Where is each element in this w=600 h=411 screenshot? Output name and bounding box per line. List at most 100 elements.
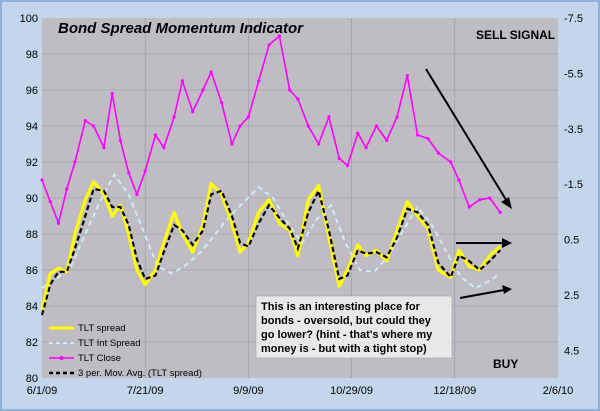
- note-line-2: bonds - oversold, but could they: [261, 315, 432, 327]
- tlt-close-point: [356, 131, 360, 135]
- note-line-3: go lower? (hint - that's where my: [261, 329, 433, 341]
- y-left-tick: 98: [26, 49, 38, 61]
- tlt-close-point: [102, 146, 106, 150]
- tlt-close-point: [436, 151, 440, 155]
- tlt-close-point: [83, 119, 87, 123]
- chart-title: Bond Spread Momentum Indicator: [58, 20, 304, 37]
- legend-tlt-spread: TLT spread: [78, 323, 126, 334]
- series-layer: [40, 34, 502, 316]
- tlt-close-point: [65, 187, 69, 191]
- tlt-close-point: [317, 142, 321, 146]
- note-box: This is an interesting place for bonds -…: [255, 295, 453, 359]
- series-tlt-int-spread: [41, 172, 501, 290]
- x-tick: 2/6/10: [543, 385, 574, 397]
- series-tlt-spread: [40, 180, 502, 310]
- up-arrow: [459, 289, 505, 299]
- y-left-tick: 100: [20, 13, 38, 25]
- legend-tlt-int-spread: TLT Int Spread: [78, 338, 141, 349]
- x-tick: 9/9/09: [233, 385, 264, 397]
- note-line-1: This is an interesting place for: [261, 301, 421, 313]
- tlt-close-point: [257, 79, 261, 83]
- legend-mov-avg: 3 per. Mov. Avg. (TLT spread): [78, 368, 202, 379]
- tlt-close-point: [327, 115, 331, 119]
- series-mov-avg: [40, 187, 501, 316]
- buy-label: BUY: [493, 357, 518, 371]
- y-left-tick: 92: [26, 157, 38, 169]
- tlt-close-point: [364, 146, 368, 150]
- tlt-close-point: [180, 79, 184, 83]
- y-left-tick: 82: [26, 337, 38, 349]
- tlt-close-point: [426, 137, 430, 141]
- tlt-close-point: [457, 178, 461, 182]
- tlt-close-point: [277, 34, 281, 38]
- tlt-close-point: [395, 115, 399, 119]
- flat-arrowhead: [502, 238, 512, 248]
- tlt-close-point: [238, 124, 242, 128]
- x-tick: 12/18/09: [433, 385, 476, 397]
- tlt-close-point: [56, 221, 61, 225]
- tlt-close-point: [267, 43, 271, 47]
- tlt-close-point: [246, 115, 250, 119]
- tlt-close-point: [201, 88, 205, 92]
- note-background: [255, 295, 453, 359]
- y-left-tick: 88: [26, 229, 38, 241]
- legend: TLT spread TLT Int Spread TLT Close 3 pe…: [49, 323, 202, 379]
- tlt-close-point: [374, 124, 378, 128]
- y-left-tick: 90: [26, 193, 38, 205]
- legend-marker-tlt-close: [59, 356, 64, 360]
- tlt-close-point: [230, 142, 234, 146]
- tlt-close-point: [296, 97, 300, 101]
- tlt-close-point: [209, 70, 213, 74]
- sell-signal-label: SELL SIGNAL: [476, 28, 555, 42]
- tlt-close-point: [220, 101, 224, 105]
- tlt-close-point: [135, 192, 139, 196]
- tlt-close-point: [478, 198, 482, 202]
- tlt-close-point: [40, 178, 44, 182]
- tlt-close-point: [118, 138, 122, 142]
- tlt-close-point: [191, 110, 195, 114]
- y-right-tick: 2.5: [564, 290, 579, 302]
- y-right-tick: -1.5: [564, 179, 583, 191]
- sell-arrow: [425, 68, 509, 204]
- y-right-tick: 0.5: [564, 235, 579, 247]
- tlt-close-point: [73, 160, 77, 164]
- tlt-close-point: [288, 88, 292, 92]
- tlt-close-point: [345, 164, 350, 168]
- tlt-close-point: [416, 133, 420, 137]
- tlt-close-point: [92, 124, 96, 128]
- x-tick: 10/29/09: [330, 385, 373, 397]
- y-right-tick: -5.5: [564, 68, 583, 80]
- y-left-tick: 86: [26, 265, 38, 277]
- tlt-close-point: [498, 210, 502, 214]
- y-left-tick: 84: [26, 301, 38, 313]
- x-tick: 7/21/09: [127, 385, 164, 397]
- arrows: [425, 68, 512, 299]
- y-right-tick: 4.5: [564, 345, 579, 357]
- note-line-4: money is - but with a tight stop): [261, 343, 427, 355]
- y-left-tick: 94: [26, 121, 38, 133]
- y-right-tick: -3.5: [564, 124, 583, 136]
- tlt-close-point: [110, 92, 114, 96]
- tlt-close-point: [153, 133, 158, 137]
- tlt-close-point: [127, 171, 131, 175]
- tlt-close-point: [172, 115, 176, 119]
- tlt-close-point: [162, 146, 166, 150]
- y-left-tick: 96: [26, 85, 38, 97]
- y-left-tick: 80: [26, 373, 38, 385]
- tlt-close-point: [467, 205, 471, 209]
- legend-tlt-close: TLT Close: [78, 353, 121, 364]
- tlt-close-point: [337, 156, 341, 160]
- tick-labels: 80 82 84 86 88 90 92 94 96 98 100 -7.5 -5.5 -3.5 -1.5 0…: [20, 13, 583, 397]
- tlt-close-point: [488, 196, 492, 200]
- x-tick: 6/1/09: [27, 385, 58, 397]
- tlt-close-point: [306, 124, 310, 128]
- tlt-close-point: [449, 160, 453, 164]
- tlt-close-point: [385, 138, 389, 142]
- y-right-tick: -7.5: [564, 13, 583, 25]
- tlt-close-point: [405, 74, 409, 78]
- up-arrowhead: [502, 285, 512, 294]
- tlt-close-point: [143, 169, 147, 173]
- sell-arrowhead: [501, 197, 512, 209]
